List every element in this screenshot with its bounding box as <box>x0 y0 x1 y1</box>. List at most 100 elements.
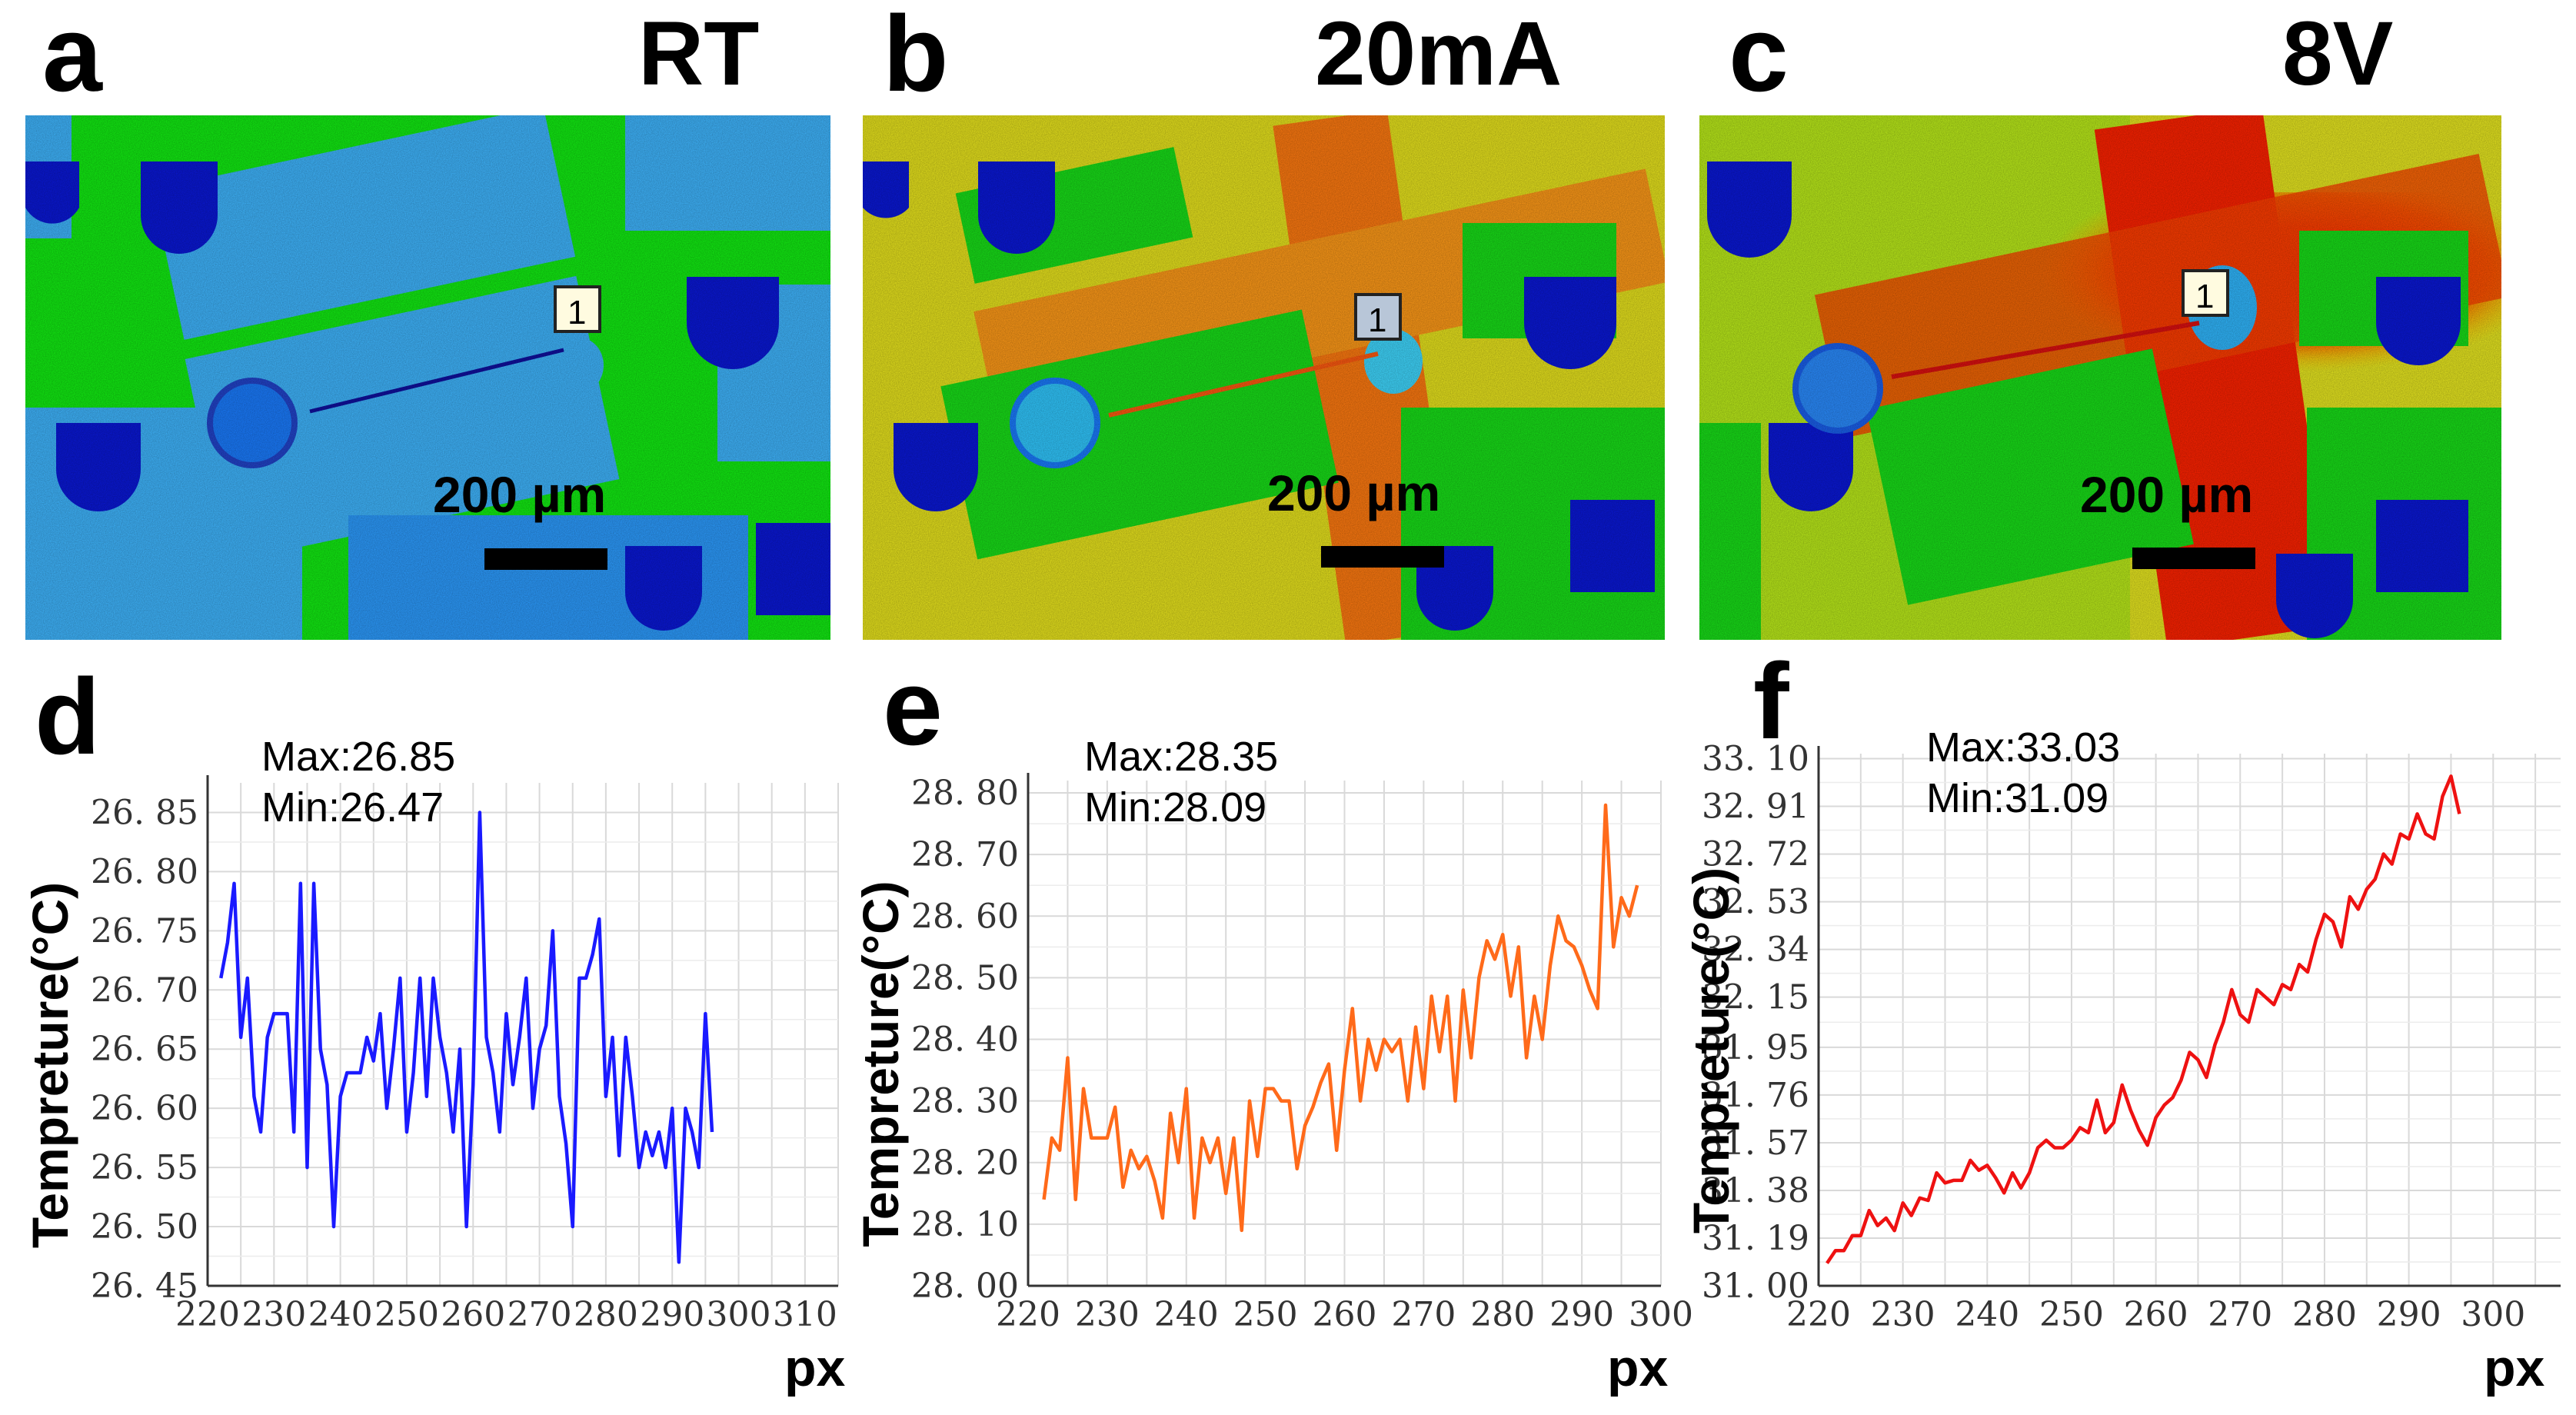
x-tick-label: 280 <box>1470 1295 1535 1334</box>
max-annotation: Max:26.85 <box>261 734 455 780</box>
x-tick-label: 270 <box>2208 1295 2272 1334</box>
x-tick-label: 300 <box>2461 1295 2525 1334</box>
x-tick-label: 240 <box>1955 1295 2019 1334</box>
panel-c-condition: 8V <box>2282 3 2393 105</box>
x-tick-label: 280 <box>574 1295 638 1334</box>
panel-b-condition: 20mA <box>1315 3 1562 105</box>
series-line-20mA <box>1042 803 1639 1233</box>
y-tick-label: 28. 30 <box>911 1082 1019 1121</box>
min-annotation: Min:28.09 <box>1084 784 1266 831</box>
max-annotation: Max:28.35 <box>1084 734 1278 780</box>
x-tick-label: 270 <box>508 1295 572 1334</box>
x-axis-label: px <box>1607 1339 1669 1397</box>
y-tick-label: 28. 10 <box>911 1205 1019 1244</box>
y-tick-label: 26. 80 <box>91 852 198 891</box>
y-tick-label: 26. 85 <box>91 793 198 832</box>
y-tick-label: 31. 19 <box>1702 1219 1809 1258</box>
x-tick-label: 240 <box>1154 1295 1219 1334</box>
panel-d-letter: d <box>35 656 101 777</box>
x-tick-label: 260 <box>441 1295 505 1334</box>
thermal-image-b <box>863 115 1665 640</box>
x-tick-label: 290 <box>640 1295 704 1334</box>
panel-e-letter: e <box>883 647 943 767</box>
panel-a-condition: RT <box>638 3 759 105</box>
max-annotation: Max:33.03 <box>1926 724 2120 771</box>
y-tick-label: 26. 45 <box>91 1267 198 1306</box>
y-tick-label: 28. 60 <box>911 897 1019 936</box>
thermal-image-a <box>25 115 830 640</box>
chart-d: 26. 45 26. 50 26. 55 26. 60 26. 65 26. 70 26. … <box>22 656 846 1397</box>
y-axis-label: Tempreture(°C) <box>1682 867 1739 1234</box>
x-tick-label: 260 <box>2124 1295 2188 1334</box>
y-tick-label: 31. 57 <box>1702 1124 1809 1163</box>
y-tick-label: 28. 20 <box>911 1144 1019 1183</box>
x-tick-label: 230 <box>241 1295 306 1334</box>
x-axis-label: px <box>784 1339 846 1397</box>
min-annotation: Min:26.47 <box>261 784 444 831</box>
series-line-RT <box>219 811 714 1264</box>
x-tick-label: 310 <box>773 1295 837 1334</box>
x-tick-label: 220 <box>1786 1295 1851 1334</box>
y-tick-label: 26. 55 <box>91 1148 198 1187</box>
y-tick-label: 32. 53 <box>1702 883 1809 922</box>
probe-marker-c: 1 <box>2195 278 2214 315</box>
panel-b: b 20mA 1 200 µm <box>863 0 1665 640</box>
y-tick-label: 28. 40 <box>911 1020 1019 1060</box>
series-line-8V <box>1825 774 2461 1264</box>
x-tick-label: 250 <box>374 1295 439 1334</box>
chart-e: 28. 00 28. 10 28. 20 28. 30 28. 40 28. 50 28. … <box>852 647 1693 1397</box>
probe-marker-a: 1 <box>567 294 586 331</box>
scale-bar-label-c: 200 µm <box>2080 466 2253 523</box>
y-tick-label: 26. 50 <box>91 1207 198 1247</box>
panel-a-letter: a <box>42 0 103 114</box>
x-tick-label: 270 <box>1391 1295 1456 1334</box>
y-tick-label: 26. 75 <box>91 911 198 951</box>
y-tick-label: 26. 65 <box>91 1030 198 1069</box>
panel-a: a RT 1 200 µm <box>25 0 830 640</box>
x-tick-label: 230 <box>1075 1295 1140 1334</box>
x-tick-label: 220 <box>996 1295 1060 1334</box>
y-tick-label: 33. 10 <box>1702 740 1809 779</box>
y-tick-label: 32. 72 <box>1702 835 1809 874</box>
x-tick-label: 230 <box>1871 1295 1935 1334</box>
scale-bar-c <box>2132 548 2255 569</box>
x-tick-label: 250 <box>1233 1295 1298 1334</box>
y-tick-label: 28. 80 <box>911 774 1019 813</box>
x-tick-label: 220 <box>175 1295 240 1334</box>
x-axis-label: px <box>2484 1339 2545 1397</box>
panel-f-letter: f <box>1753 641 1789 761</box>
y-tick-label: 26. 60 <box>91 1089 198 1128</box>
min-annotation: Min:31.09 <box>1926 775 2108 821</box>
y-tick-label: 31. 76 <box>1702 1076 1809 1115</box>
scale-bar-label-b: 200 µm <box>1267 464 1440 521</box>
panel-b-letter: b <box>883 0 949 114</box>
x-tick-label: 250 <box>2039 1295 2104 1334</box>
x-tick-label: 290 <box>2377 1295 2441 1334</box>
x-tick-label: 280 <box>2292 1295 2357 1334</box>
x-tick-label: 240 <box>308 1295 373 1334</box>
y-tick-label: 32. 15 <box>1702 978 1809 1017</box>
y-tick-label: 31. 00 <box>1702 1267 1809 1306</box>
probe-marker-b: 1 <box>1368 301 1386 339</box>
x-tick-label: 260 <box>1313 1295 1377 1334</box>
thermal-image-c <box>1699 115 2501 640</box>
scale-bar-a <box>484 548 607 570</box>
y-tick-label: 32. 91 <box>1702 787 1809 827</box>
y-tick-label: 32. 34 <box>1702 931 1809 970</box>
y-tick-label: 28. 50 <box>911 958 1019 997</box>
panel-c: c 8V 1 200 µm <box>1699 0 2501 640</box>
scale-bar-b <box>1321 546 1444 568</box>
chart-f: 31. 00 31. 19 31. 38 31. 57 31. 76 31. 95 32. … <box>1682 641 2561 1397</box>
y-tick-label: 31. 38 <box>1702 1171 1809 1210</box>
x-tick-label: 290 <box>1549 1295 1614 1334</box>
y-tick-label: 28. 70 <box>911 835 1019 874</box>
scale-bar-label-a: 200 µm <box>433 466 606 523</box>
panel-c-letter: c <box>1729 0 1789 114</box>
y-axis-label: Tempreture(°C) <box>852 881 909 1247</box>
x-tick-label: 300 <box>707 1295 771 1334</box>
y-tick-label: 31. 95 <box>1702 1028 1809 1067</box>
x-tick-label: 300 <box>1629 1295 1693 1334</box>
y-tick-label: 28. 00 <box>911 1267 1019 1306</box>
y-tick-label: 26. 70 <box>91 971 198 1010</box>
